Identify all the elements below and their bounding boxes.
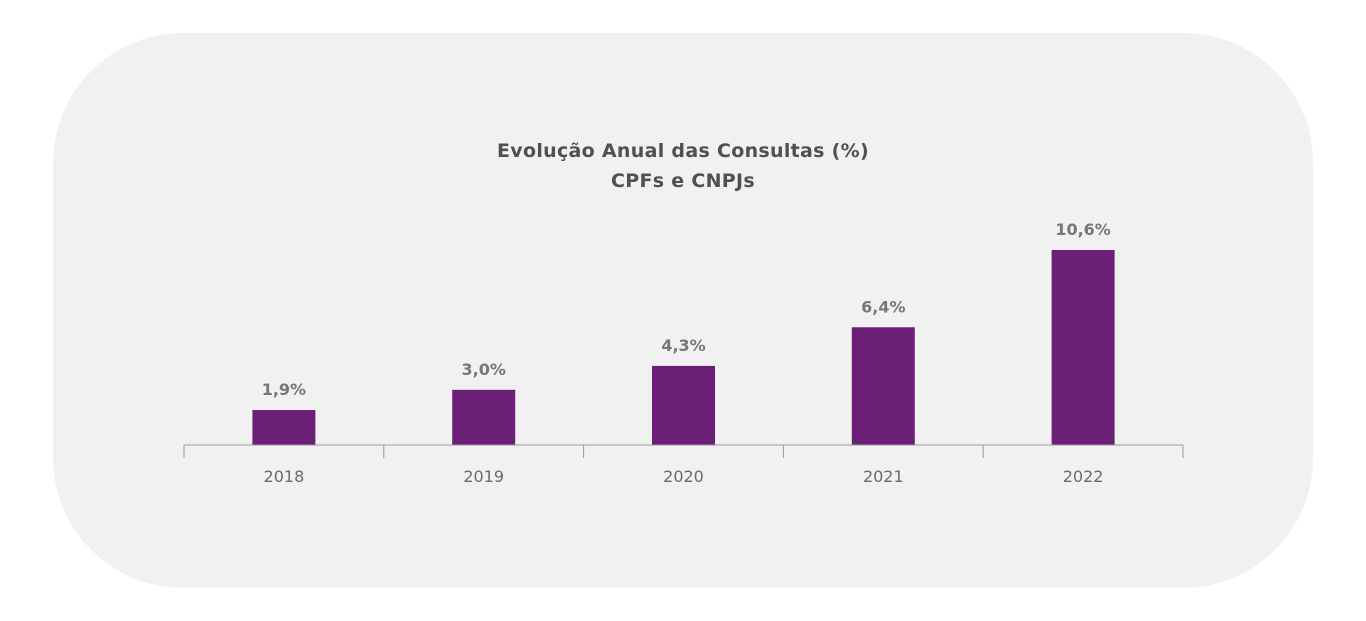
bar-2020 [652, 365, 715, 445]
chart-subtitle: CPFs e CNPJs [610, 170, 756, 192]
x-tick-label-2018: 2018 [264, 467, 305, 486]
bars-layer: 1,9% 3,0% 4,3% 6,4% 10,6% [252, 220, 1115, 445]
x-tick-label-2022: 2022 [1063, 467, 1104, 486]
bar-2021 [851, 327, 915, 445]
x-axis: 2018 2019 2020 2021 2022 [183, 444, 1184, 486]
bar-2018 [252, 410, 316, 445]
data-label-2018: 1,9% [262, 380, 306, 399]
x-tick-label-2020: 2020 [663, 467, 704, 486]
bar-2019 [452, 389, 516, 445]
data-label-2022: 10,6% [1055, 220, 1111, 239]
chart-title: Evolução Anual das Consultas (%) [497, 140, 869, 162]
data-label-2021: 6,4% [861, 297, 905, 316]
x-tick-label-2021: 2021 [863, 467, 904, 486]
chart-title-block: Evolução Anual das Consultas (%) CPFs e … [0, 136, 1366, 196]
bar-2022 [1051, 250, 1115, 445]
x-tick-label-2019: 2019 [463, 467, 504, 486]
data-label-2019: 3,0% [462, 360, 506, 379]
data-label-2020: 4,3% [661, 336, 705, 355]
